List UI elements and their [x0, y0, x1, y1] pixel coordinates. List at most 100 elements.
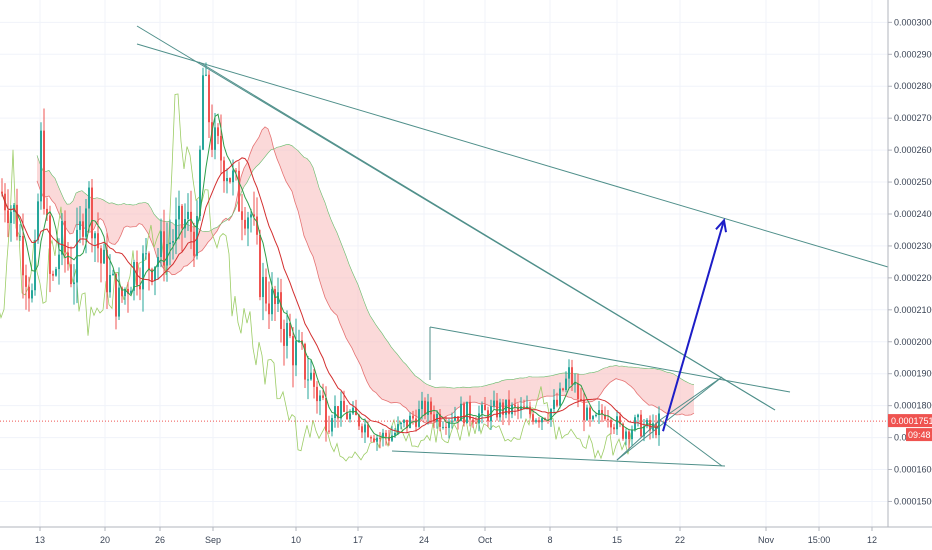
x-tick-label: 15:00: [808, 535, 831, 545]
candle-body: [334, 406, 336, 419]
last-price-tag: [888, 414, 932, 428]
candle-body: [103, 249, 105, 264]
candle-body: [322, 395, 324, 398]
candle-body: [286, 322, 288, 346]
candle-body: [658, 413, 660, 436]
candle-body: [1, 191, 3, 194]
candle-body: [529, 406, 531, 415]
candle-body: [457, 416, 459, 422]
candle-body: [358, 415, 360, 427]
candle-body: [61, 220, 63, 255]
candle-body: [163, 231, 165, 266]
candle-body: [478, 413, 480, 424]
x-axis[interactable]: 13 20 26 Sep 10 17 24 Oct 8 15 22 Nov 15:00 12: [35, 527, 877, 545]
projection-arrow-head: [715, 218, 727, 233]
candle-body: [346, 411, 348, 420]
candle-body: [391, 435, 393, 441]
countdown-tag: [906, 428, 932, 442]
y-tick-label: 0.00019000: [894, 369, 932, 379]
trendline-range-bottom: [391, 450, 726, 467]
candle-body: [82, 221, 84, 237]
ma-fast: [1, 113, 660, 439]
x-tick-label: 13: [35, 535, 45, 545]
candle-body: [475, 422, 477, 424]
x-tick-label: Oct: [478, 535, 493, 545]
candle-body: [307, 379, 309, 381]
candle-body: [19, 235, 21, 237]
candle-body: [430, 401, 432, 415]
cloud-area: [37, 126, 694, 424]
candle-body: [340, 400, 342, 419]
x-tick-label: 15: [612, 535, 622, 545]
candle-body: [181, 205, 183, 229]
y-tick-label: 0.00020000: [894, 337, 932, 347]
candle-body: [559, 388, 561, 406]
candle-body: [28, 286, 30, 299]
candle-body: [160, 231, 162, 257]
candle-body: [145, 253, 147, 255]
candle-body: [610, 419, 612, 428]
candle-body: [130, 290, 132, 294]
triangle-edge-3: [659, 419, 723, 467]
drawings: [136, 25, 889, 467]
candle-body: [424, 400, 426, 415]
candle-body: [124, 288, 126, 297]
x-tick-label: 22: [675, 535, 685, 545]
candle-body: [643, 426, 645, 437]
candle-body: [337, 406, 339, 419]
candle-body: [175, 219, 177, 242]
candle-body: [64, 220, 66, 253]
candle-body: [388, 436, 390, 441]
y-axis[interactable]: 0.000150000.000160000.000170000.00018000…: [888, 17, 932, 506]
candle-body: [217, 127, 219, 136]
candle-body: [394, 432, 396, 436]
candle-body: [46, 208, 48, 216]
candle-body: [37, 201, 39, 241]
candle-body: [91, 187, 93, 239]
candle-body: [373, 438, 375, 442]
candle-body: [634, 417, 636, 430]
trendline-range-top: [429, 326, 791, 393]
candle-body: [49, 215, 51, 274]
candle-body: [118, 287, 120, 317]
candle-body: [325, 397, 327, 431]
candle-body: [16, 204, 18, 237]
candle-body: [34, 240, 36, 291]
candle-body: [640, 414, 642, 437]
candle-body: [466, 401, 468, 424]
candle-body: [523, 406, 525, 409]
candle-body: [94, 233, 96, 239]
candle-body: [367, 424, 369, 437]
candle-body: [280, 292, 282, 329]
candle-body: [250, 214, 252, 218]
candle-body: [244, 219, 246, 229]
candle-body: [613, 427, 615, 430]
candle-body: [550, 408, 552, 421]
candle-body: [595, 414, 597, 417]
grid: [0, 0, 888, 527]
candle-body: [73, 282, 75, 285]
trendline-upper: [136, 43, 889, 268]
candle-body: [79, 221, 81, 230]
candle-body: [538, 420, 540, 423]
candle-body: [235, 170, 237, 172]
candle-body: [169, 242, 171, 245]
candle-body: [55, 269, 57, 276]
candle-body: [349, 413, 351, 420]
x-tick-label: 24: [419, 535, 429, 545]
candle-body: [190, 211, 192, 232]
candle-body: [553, 399, 555, 409]
x-tick-label: 8: [547, 535, 552, 545]
candle-body: [100, 248, 102, 264]
chikou-path: [0, 93, 632, 462]
candle-body: [223, 160, 225, 182]
triangle-edge-2: [659, 376, 723, 421]
candle-body: [556, 399, 558, 406]
y-tick-label: 0.00025000: [894, 177, 932, 187]
y-tick-label: 0.00022000: [894, 273, 932, 283]
candle-body: [232, 170, 234, 183]
candle-body: [484, 404, 486, 411]
candle-body: [376, 437, 378, 442]
candle-body: [469, 401, 471, 420]
